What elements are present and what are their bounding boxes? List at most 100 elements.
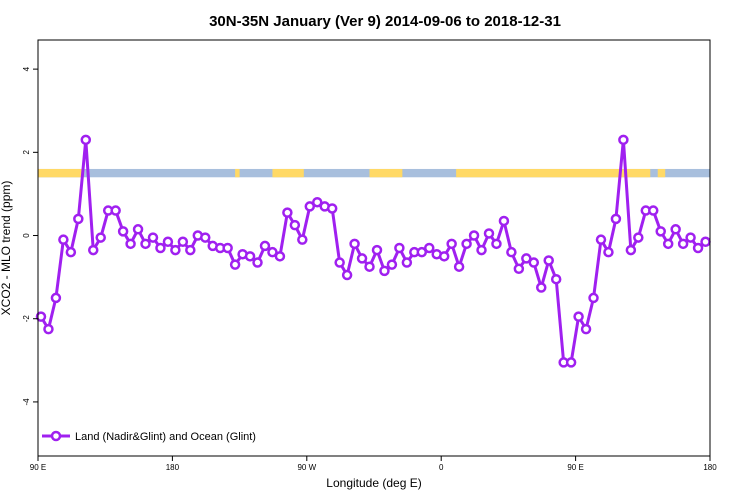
data-point	[364, 261, 375, 272]
data-point	[662, 238, 674, 250]
data-point	[312, 196, 323, 208]
data-point	[50, 292, 62, 304]
land-strip-segment	[657, 168, 666, 178]
land-strip-segment	[38, 168, 83, 178]
data-point	[461, 238, 472, 250]
data-point	[110, 205, 121, 216]
data-point	[229, 259, 241, 270]
legend-label: Land (Nadir&Glint) and Ocean (Glint)	[75, 431, 256, 443]
y-tick-label: -2	[22, 315, 31, 323]
data-point	[334, 257, 345, 268]
x-axis: 90 E 180 90 W 0 90 E 180	[30, 456, 717, 472]
data-point	[140, 238, 151, 250]
x-tick-label: 0	[439, 463, 444, 472]
x-tick-label: 180	[703, 463, 717, 472]
data-point	[200, 232, 211, 243]
data-point	[491, 238, 502, 250]
data-point	[341, 269, 353, 281]
data-point	[162, 236, 174, 248]
data-point	[603, 246, 614, 258]
data-point	[394, 242, 405, 254]
y-tick-label: 4	[22, 66, 31, 71]
data-point	[550, 273, 562, 285]
data-point	[506, 246, 517, 258]
land-strip-segment	[272, 168, 304, 178]
data-point	[155, 242, 166, 254]
data-point	[35, 311, 47, 322]
y-tick-label: -4	[22, 398, 31, 406]
data-point	[88, 244, 99, 256]
data-point	[147, 232, 159, 243]
y-axis: -4 -2 0 2 4	[22, 66, 38, 405]
data-point	[633, 232, 644, 243]
data-point	[244, 251, 256, 262]
data-point	[536, 282, 547, 293]
data-point	[476, 244, 487, 256]
data-point	[177, 236, 189, 248]
data-point	[58, 234, 69, 245]
data-point	[424, 242, 435, 254]
data-point	[588, 292, 599, 304]
landmask-strip	[38, 168, 710, 178]
data-point	[185, 244, 196, 256]
data-point	[386, 259, 398, 270]
data-point	[513, 263, 525, 275]
land-strip-segment	[456, 168, 651, 178]
data-point	[125, 238, 136, 250]
data-point	[356, 253, 368, 264]
data-point	[297, 234, 308, 245]
y-tick-label: 0	[22, 233, 31, 238]
data-point	[371, 244, 383, 256]
y-tick-label: 2	[22, 150, 31, 155]
series-group	[35, 134, 711, 368]
data-point	[692, 242, 704, 254]
data-point	[543, 255, 554, 266]
data-point	[267, 246, 278, 258]
data-point	[446, 238, 457, 250]
data-point	[349, 238, 360, 250]
data-point	[595, 234, 607, 245]
data-point	[498, 215, 510, 227]
data-point	[670, 224, 681, 235]
data-point	[685, 232, 696, 243]
data-point	[610, 213, 622, 225]
data-point	[453, 261, 465, 272]
data-point	[565, 357, 577, 368]
x-tick-label: 90 W	[297, 463, 316, 472]
data-point	[677, 238, 689, 250]
data-point	[274, 251, 286, 262]
land-strip-segment	[235, 168, 240, 178]
data-point	[43, 323, 54, 335]
data-point	[416, 246, 428, 258]
data-point	[580, 323, 592, 335]
data-point	[528, 257, 540, 268]
data-point	[438, 251, 450, 262]
x-tick-label: 90 E	[30, 463, 46, 472]
data-point	[648, 205, 659, 216]
legend: Land (Nadir&Glint) and Ocean (Glint)	[42, 430, 256, 443]
data-point	[80, 134, 92, 146]
data-point	[289, 219, 301, 231]
land-strip-segment	[369, 168, 403, 178]
data-point	[65, 246, 77, 258]
y-axis-label: XCO2 - MLO trend (ppm)	[0, 181, 13, 316]
data-point	[483, 228, 495, 239]
data-point	[521, 253, 532, 264]
x-axis-label: Longitude (deg E)	[326, 476, 421, 490]
data-point	[700, 236, 711, 248]
data-point	[573, 311, 584, 322]
data-point	[618, 134, 629, 146]
x-tick-label: 90 E	[567, 463, 583, 472]
data-point	[282, 207, 293, 218]
chart-title: 30N-35N January (Ver 9) 2014-09-06 to 20…	[209, 13, 561, 30]
legend-marker	[50, 430, 62, 442]
data-point	[170, 244, 181, 256]
data-point	[117, 226, 129, 237]
data-point	[252, 257, 263, 268]
plot-frame	[37, 39, 711, 457]
data-point	[304, 201, 316, 212]
data-point	[326, 203, 338, 214]
data-point	[73, 213, 84, 225]
data-point	[379, 265, 390, 277]
data-point	[259, 240, 271, 252]
